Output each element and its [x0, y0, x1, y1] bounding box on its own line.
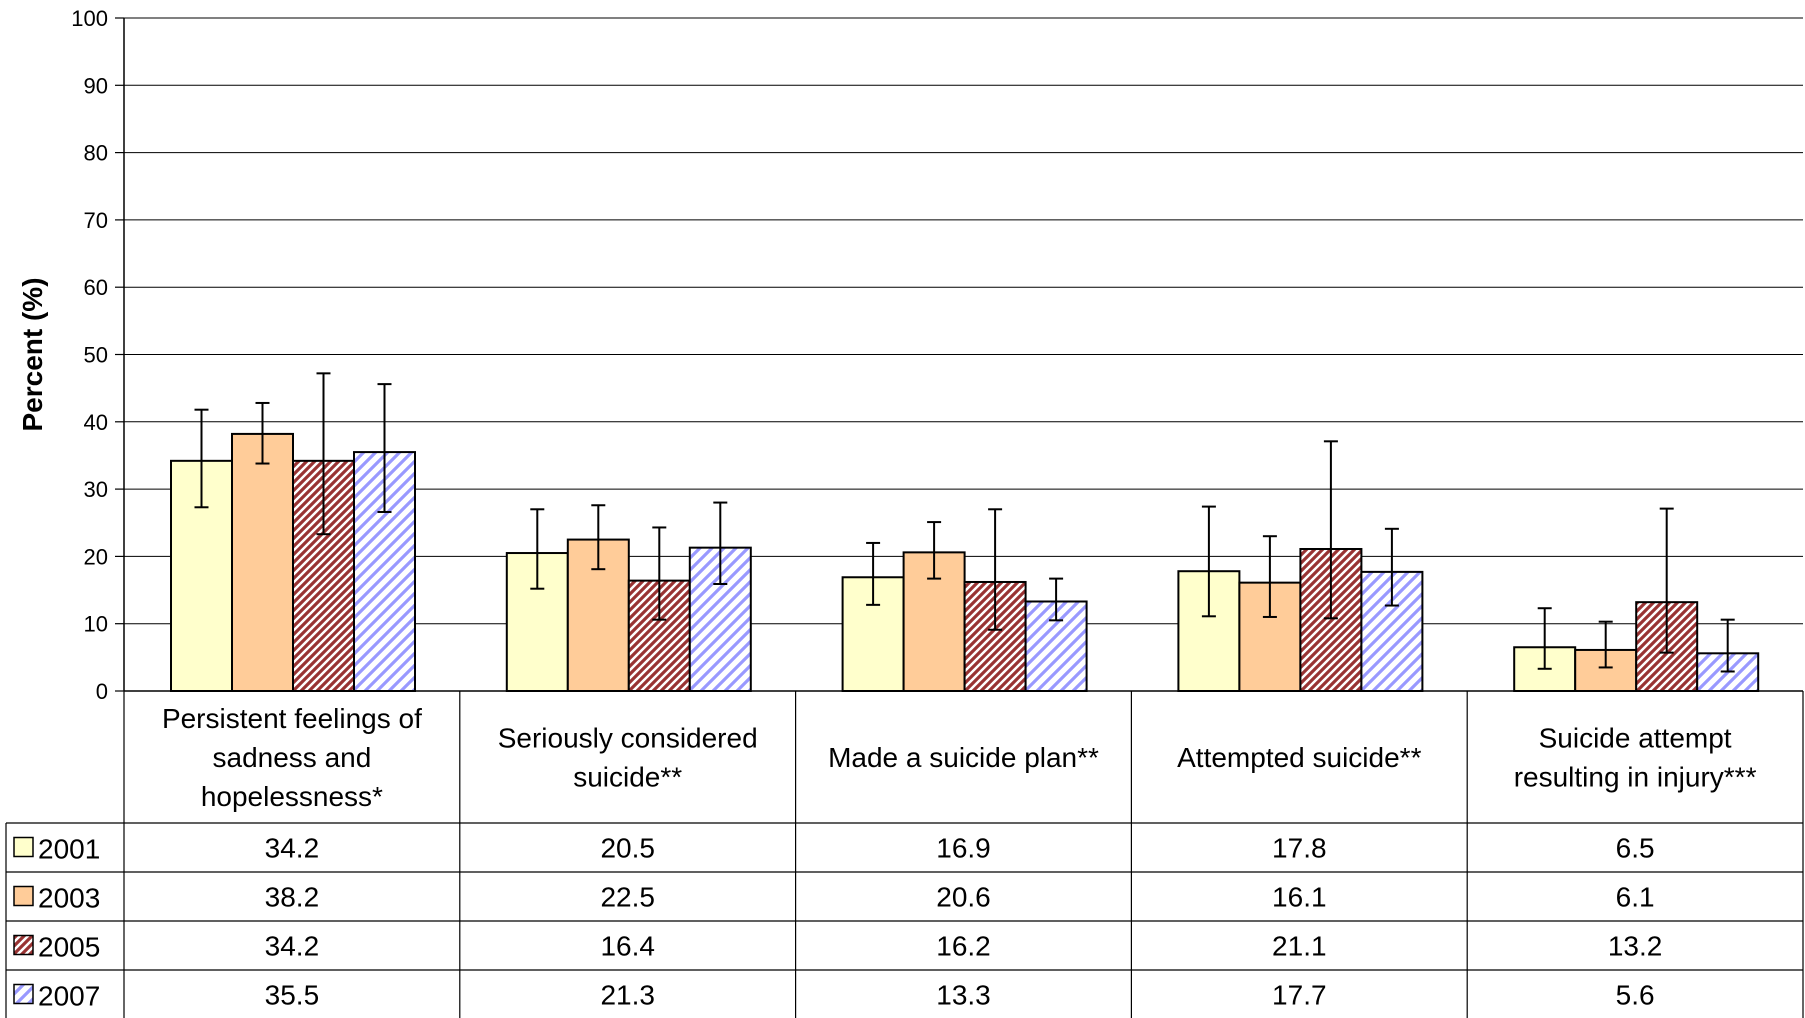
bar-2003-0 [231, 432, 294, 692]
error-bar-2005-0 [316, 372, 331, 536]
legend-label: 2001 [38, 834, 100, 865]
error-bar-2003-0 [255, 401, 270, 465]
table-cell-value: 21.3 [600, 980, 655, 1011]
error-bar-2001-0 [194, 408, 209, 509]
category-label: Seriously considered [498, 723, 758, 754]
legend-label: 2003 [38, 883, 100, 914]
error-bar-2003-3 [1262, 535, 1277, 618]
table-cell-value: 16.1 [1272, 882, 1327, 913]
table-cell-value: 17.8 [1272, 833, 1327, 864]
error-bar-2005-4 [1659, 507, 1674, 654]
error-bar-2007-2 [1049, 577, 1064, 622]
legend-swatch-2001 [13, 836, 34, 858]
legend-label: 2005 [38, 932, 100, 963]
error-bar-2003-4 [1598, 620, 1613, 669]
table-cell-value: 16.4 [600, 931, 655, 962]
y-tick-label: 40 [84, 410, 108, 435]
category-label: hopelessness* [201, 781, 383, 812]
y-tick-label: 60 [84, 275, 108, 300]
error-bar-2003-1 [591, 504, 606, 571]
table-cell-value: 16.9 [936, 833, 991, 864]
error-bar-2001-4 [1537, 607, 1552, 670]
legend-swatch-2003 [13, 885, 34, 907]
table-cell-value: 13.2 [1608, 931, 1663, 962]
error-bar-2007-0 [377, 383, 392, 513]
table-cell-value: 20.6 [936, 882, 991, 913]
table-cell-value: 38.2 [265, 882, 320, 913]
error-bar-2007-4 [1720, 618, 1735, 673]
category-label: Made a suicide plan** [828, 742, 1099, 773]
y-axis-label: Percent (%) [17, 277, 48, 431]
category-label: suicide** [573, 762, 682, 793]
error-bar-2003-2 [927, 521, 942, 580]
table-cell-value: 17.7 [1272, 980, 1327, 1011]
category-label: sadness and [213, 742, 372, 773]
table-cell-value: 6.1 [1616, 882, 1655, 913]
y-tick-label: 0 [96, 679, 108, 704]
table-cell-value: 6.5 [1616, 833, 1655, 864]
table-cell-value: 35.5 [265, 980, 320, 1011]
legend-swatch-2007 [13, 983, 34, 1005]
category-label: Persistent feelings of [162, 703, 422, 734]
bar-2005-0 [292, 459, 355, 693]
table-cell-value: 22.5 [600, 882, 655, 913]
table-cell-value: 13.3 [936, 980, 991, 1011]
y-tick-label: 10 [84, 612, 108, 637]
legend-label: 2007 [38, 981, 100, 1012]
category-label: Attempted suicide** [1177, 742, 1421, 773]
y-tick-label: 90 [84, 73, 108, 98]
y-tick-label: 30 [84, 477, 108, 502]
error-bar-2007-1 [713, 501, 728, 585]
error-bar-2005-1 [652, 526, 667, 621]
error-bar-2001-1 [530, 508, 545, 590]
legend-swatch-2005 [13, 934, 34, 956]
error-bar-2007-3 [1384, 527, 1399, 607]
table-cell-value: 20.5 [600, 833, 655, 864]
y-tick-label: 100 [71, 6, 108, 31]
y-tick-label: 50 [84, 343, 108, 368]
table-cell-value: 5.6 [1616, 980, 1655, 1011]
error-bar-2005-3 [1323, 440, 1338, 620]
y-tick-label: 70 [84, 208, 108, 233]
table-cell-value: 21.1 [1272, 931, 1327, 962]
y-tick-label: 80 [84, 141, 108, 166]
error-bar-2001-2 [866, 541, 881, 606]
y-tick-label: 20 [84, 544, 108, 569]
table-cell-value: 34.2 [265, 833, 320, 864]
table-cell-value: 34.2 [265, 931, 320, 962]
category-label: Suicide attempt [1539, 723, 1732, 754]
error-bar-2001-3 [1201, 505, 1216, 618]
category-label: resulting in injury*** [1514, 762, 1757, 793]
error-bar-2005-2 [988, 508, 1003, 631]
table-cell-value: 16.2 [936, 931, 991, 962]
